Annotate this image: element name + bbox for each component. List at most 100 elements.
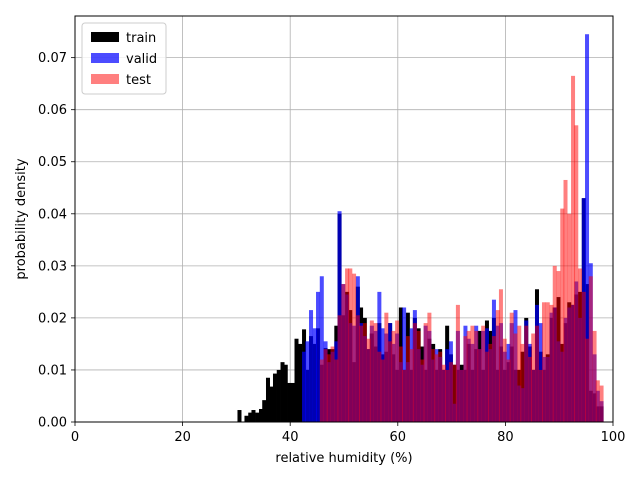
test-bar xyxy=(592,330,597,422)
x-tick-label: 80 xyxy=(497,430,514,445)
train-bar xyxy=(265,377,270,422)
y-tick-label: 0.04 xyxy=(38,207,67,222)
test-bar xyxy=(578,268,583,422)
test-bar xyxy=(459,369,464,422)
test-bar xyxy=(452,364,457,422)
test-bar xyxy=(599,385,604,422)
y-tick-label: 0.03 xyxy=(38,259,67,274)
test-bar xyxy=(517,325,522,422)
y-tick-label: 0.07 xyxy=(38,51,67,66)
test-bar xyxy=(402,369,407,422)
legend-label-valid: valid xyxy=(126,52,157,67)
test-bar xyxy=(491,336,496,422)
grid xyxy=(74,16,614,423)
test-bar xyxy=(380,359,385,422)
test-bar xyxy=(420,359,425,422)
test-bar xyxy=(348,268,353,422)
valid-bar xyxy=(316,291,321,422)
test-bar xyxy=(545,302,550,422)
valid-bar xyxy=(319,276,324,422)
plot-frame xyxy=(74,15,614,423)
y-axis-label: probability density xyxy=(14,158,29,279)
test-bar xyxy=(466,330,471,422)
test-bar xyxy=(352,273,357,422)
test-bar xyxy=(588,276,593,422)
test-bar xyxy=(384,312,389,422)
test-bar xyxy=(495,310,500,422)
y-tick-label: 0.00 xyxy=(38,416,67,431)
test-bar xyxy=(571,75,576,422)
train-bar xyxy=(248,412,253,422)
x-axis-label: relative humidity (%) xyxy=(275,451,412,466)
train-bar xyxy=(255,412,260,422)
train-bar xyxy=(258,408,264,422)
train-bar xyxy=(276,369,281,422)
test-bar xyxy=(509,312,514,422)
train-bar xyxy=(294,338,299,422)
test-bar xyxy=(427,312,432,422)
train-bar xyxy=(237,410,242,422)
legend: train valid test xyxy=(81,22,167,95)
test-bar xyxy=(395,320,400,422)
test-bar xyxy=(560,208,565,422)
x-tick-label: 100 xyxy=(601,430,626,445)
test-bar xyxy=(423,323,428,422)
test-bar xyxy=(345,268,350,422)
y-tick-label: 0.01 xyxy=(38,363,67,378)
test-bar xyxy=(441,364,446,422)
test-bar xyxy=(409,349,414,422)
valid-bar xyxy=(312,328,317,422)
train-bar xyxy=(298,343,303,422)
test-bar xyxy=(391,330,396,422)
test-bar xyxy=(484,351,489,422)
legend-label-test: test xyxy=(126,73,151,88)
train-bar xyxy=(287,382,292,422)
train-bar xyxy=(262,400,267,422)
test-bar xyxy=(541,302,546,422)
test-bar xyxy=(474,330,479,422)
test-bar xyxy=(538,369,543,422)
y-tick-label: 0.06 xyxy=(38,103,67,118)
test-bar xyxy=(470,325,475,422)
test-bar xyxy=(369,320,374,422)
test-bar xyxy=(477,349,482,422)
legend-swatch-test xyxy=(91,74,119,84)
test-bar xyxy=(405,336,410,422)
test-bar xyxy=(330,346,335,422)
test-bar xyxy=(531,333,536,422)
test-bar xyxy=(434,354,439,422)
test-bar xyxy=(581,291,586,422)
train-bar xyxy=(291,382,296,422)
test-bar xyxy=(463,336,468,422)
test-bar xyxy=(448,362,453,422)
test-bar xyxy=(520,343,525,422)
valid-bar xyxy=(585,34,590,422)
train-bar xyxy=(283,364,288,422)
train-bar xyxy=(251,410,256,422)
test-bar xyxy=(438,351,443,422)
x-tick-label: 0 xyxy=(71,430,79,445)
test-bar xyxy=(567,213,572,422)
train-bar xyxy=(244,415,249,422)
test-series xyxy=(319,75,604,423)
axis-ticks: 0 20 40 60 80 100 0.00 0.01 0.02 0.03 0.04 0.05 0.06… xyxy=(38,51,625,445)
legend-swatch-valid xyxy=(91,53,119,63)
test-bar xyxy=(416,330,421,422)
test-bar xyxy=(373,323,378,422)
legend-label-train: train xyxy=(126,31,156,46)
test-bar xyxy=(431,349,436,422)
test-bar xyxy=(534,325,539,422)
x-tick-label: 60 xyxy=(390,430,407,445)
test-bar xyxy=(488,343,493,422)
test-bar xyxy=(359,325,364,422)
valid-bar xyxy=(309,310,314,422)
valid-bar xyxy=(305,341,310,422)
x-tick-label: 40 xyxy=(282,430,299,445)
test-bar xyxy=(445,369,450,422)
test-bar xyxy=(506,359,511,422)
test-bar xyxy=(412,323,417,422)
test-bar xyxy=(527,356,533,422)
test-bar xyxy=(323,349,328,422)
test-bar xyxy=(341,284,346,422)
